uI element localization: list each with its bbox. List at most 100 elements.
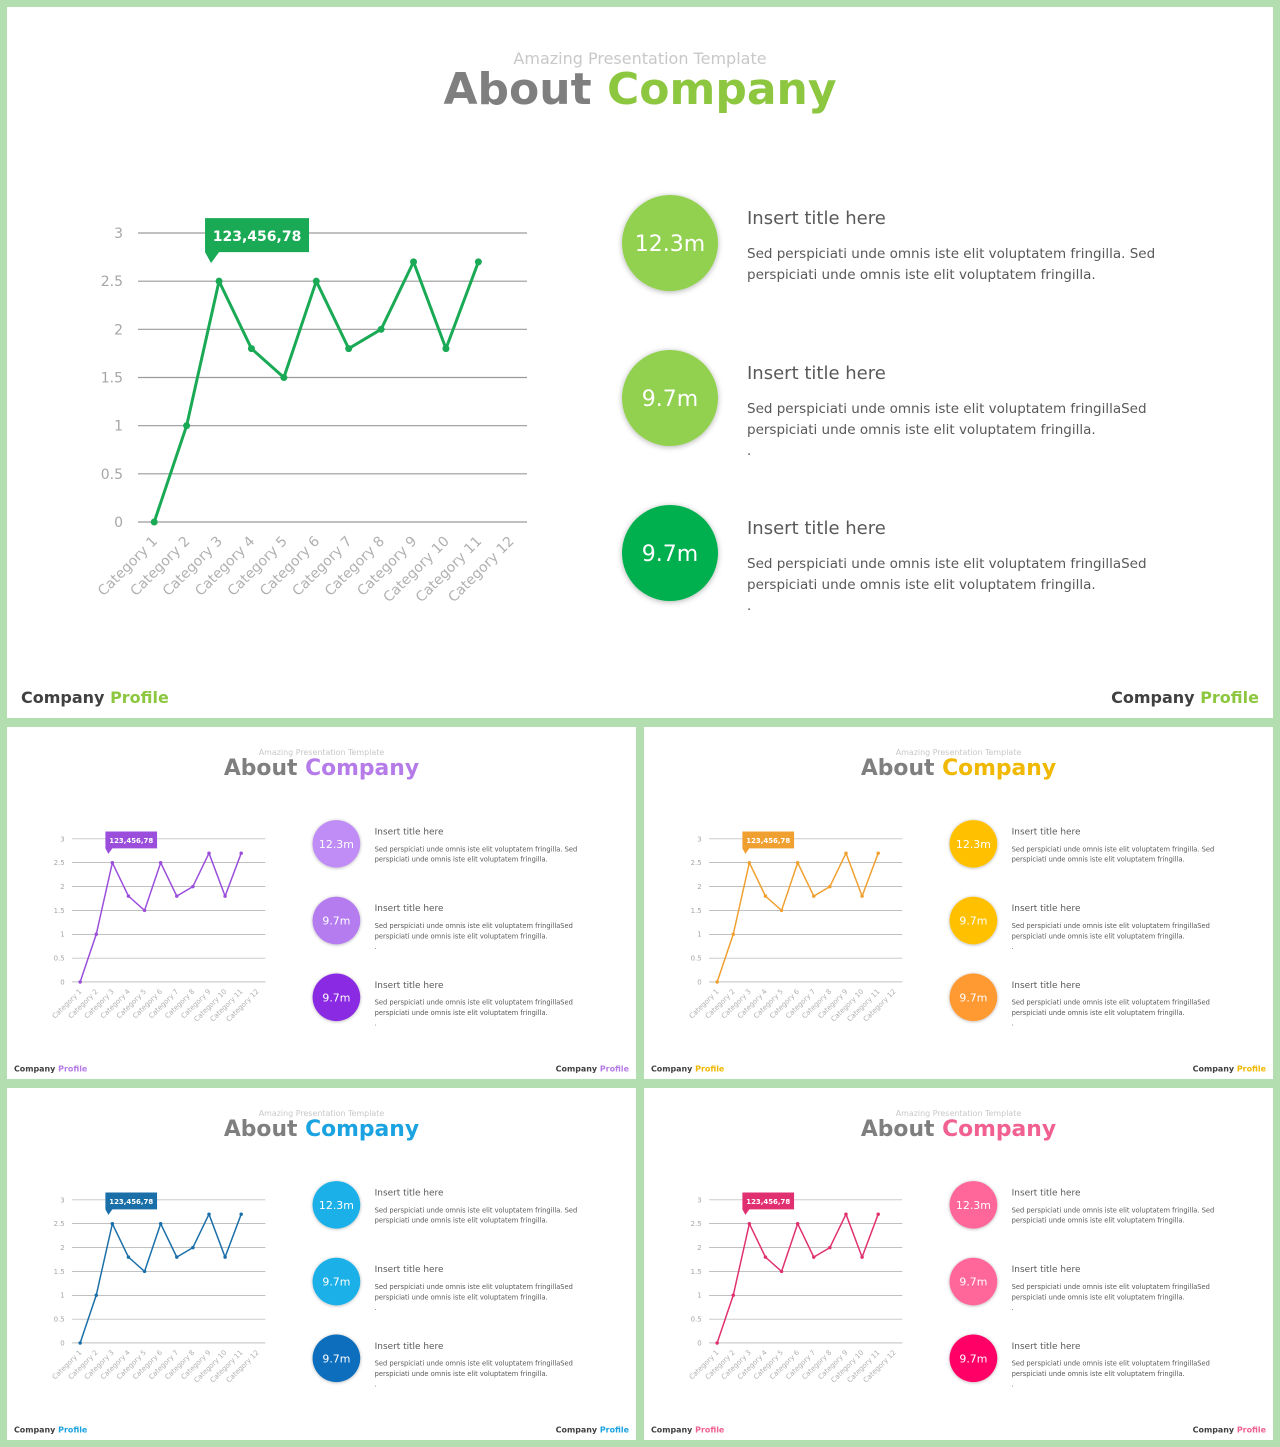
data-point xyxy=(828,884,832,889)
item-body: perspiciati unde omnis iste elit volupta… xyxy=(747,422,1096,438)
data-point xyxy=(175,894,179,898)
item-body: Sed perspiciati unde omnis iste elit vol… xyxy=(1012,1360,1210,1368)
item-body: . xyxy=(375,1020,377,1028)
item-body: . xyxy=(747,443,751,459)
title-word: About xyxy=(861,756,935,781)
data-point xyxy=(763,894,768,898)
title: About Company xyxy=(224,1117,419,1142)
footer-word: Company xyxy=(1193,1426,1235,1435)
stat-circle xyxy=(949,973,998,1022)
item-body: perspiciati unde omnis iste elit volupta… xyxy=(375,856,548,864)
data-point xyxy=(442,345,450,353)
y-tick-label: 1.5 xyxy=(691,907,702,915)
y-tick-label: 1.5 xyxy=(691,1268,702,1276)
stat-circle xyxy=(949,1257,998,1306)
data-point xyxy=(126,1255,131,1259)
footer-word: Company xyxy=(21,688,105,707)
stat-value: 12.3m xyxy=(956,1199,991,1212)
y-tick-label: 2.5 xyxy=(54,1220,65,1228)
callout-label: 123,456,78 xyxy=(746,1198,790,1206)
footer-accent: Profile xyxy=(695,1426,724,1435)
y-tick-label: 2 xyxy=(114,322,123,338)
stat-circle xyxy=(949,1181,998,1229)
item-body: perspiciati unde omnis iste elit volupta… xyxy=(747,267,1096,283)
title-word: About xyxy=(443,64,591,115)
item-body: . xyxy=(1012,1381,1014,1389)
data-point xyxy=(844,1212,848,1216)
callout xyxy=(205,218,310,264)
data-point xyxy=(410,258,418,266)
data-point xyxy=(110,861,115,865)
y-tick-label: 3 xyxy=(60,1196,64,1204)
data-line xyxy=(79,1213,242,1344)
footer-accent: Profile xyxy=(58,1426,87,1435)
y-tick-label: 1.5 xyxy=(54,907,65,915)
data-point xyxy=(795,861,800,865)
stat-circle xyxy=(312,973,361,1022)
data-point xyxy=(844,851,848,855)
stat-value: 9.7m xyxy=(322,915,350,928)
y-tick-label: 3 xyxy=(114,226,123,242)
y-tick-label: 2 xyxy=(697,1244,701,1252)
stat-circle xyxy=(622,505,718,601)
data-point xyxy=(158,1222,163,1226)
y-tick-label: 0 xyxy=(60,1339,64,1347)
data-point xyxy=(110,1222,115,1226)
item-body: perspiciati unde omnis iste elit volupta… xyxy=(1012,1217,1185,1225)
item-title: Insert title here xyxy=(1012,981,1081,991)
footer-word: Company xyxy=(651,1065,693,1074)
data-point xyxy=(715,1341,719,1345)
data-point xyxy=(731,932,735,937)
item-title: Insert title here xyxy=(747,208,886,229)
item-title: Insert title here xyxy=(375,904,444,914)
item-body: perspiciati unde omnis iste elit volupta… xyxy=(375,1009,548,1017)
footer: Company Profile xyxy=(651,1065,724,1074)
data-point xyxy=(78,980,82,984)
y-tick-label: 1 xyxy=(697,1292,701,1300)
stat-value: 9.7m xyxy=(642,387,698,412)
title-accent: Company xyxy=(607,64,837,115)
callout-label: 123,456,78 xyxy=(109,1198,153,1206)
data-point xyxy=(239,851,243,855)
data-point xyxy=(175,1255,179,1259)
y-tick-label: 2.5 xyxy=(691,1220,702,1228)
title-accent: Company xyxy=(942,1117,1056,1142)
data-line xyxy=(79,852,242,983)
y-tick-label: 0 xyxy=(60,978,64,986)
stat-value: 9.7m xyxy=(959,915,987,928)
data-point xyxy=(312,277,320,285)
title-accent: Company xyxy=(942,756,1056,781)
data-point xyxy=(812,1255,816,1259)
item-body: Sed perspiciati unde omnis iste elit vol… xyxy=(747,556,1147,572)
stat-circle xyxy=(949,896,998,945)
item-body: perspiciati unde omnis iste elit volupta… xyxy=(375,1370,548,1378)
footer-word: Company xyxy=(14,1426,56,1435)
item-body: . xyxy=(375,1381,377,1389)
title-word: About xyxy=(224,1117,298,1142)
item-body: perspiciati unde omnis iste elit volupta… xyxy=(1012,1293,1185,1301)
data-point xyxy=(876,1212,880,1216)
y-tick-label: 3 xyxy=(697,835,701,843)
stat-value: 9.7m xyxy=(959,1276,987,1289)
footer-accent: Profile xyxy=(600,1065,629,1074)
item-body: Sed perspiciati unde omnis iste elit vol… xyxy=(1012,1206,1215,1214)
callout xyxy=(742,831,795,854)
item-body: Sed perspiciati unde omnis iste elit vol… xyxy=(375,922,573,930)
footer-accent: Profile xyxy=(1237,1065,1266,1074)
subtitle: Amazing Presentation Template xyxy=(513,49,766,68)
stat-circle xyxy=(312,1181,361,1229)
callout xyxy=(105,831,158,854)
stat-value: 9.7m xyxy=(642,542,698,567)
footer-accent: Profile xyxy=(110,688,169,707)
footer-word: Company xyxy=(556,1065,598,1074)
y-tick-label: 1 xyxy=(697,931,701,939)
item-body: perspiciati unde omnis iste elit volupta… xyxy=(1012,1370,1185,1378)
stat-value: 9.7m xyxy=(322,1352,350,1365)
item-title: Insert title here xyxy=(747,363,886,384)
slide: Amazing Presentation Template About Compa… xyxy=(644,727,1273,1079)
item-title: Insert title here xyxy=(375,827,444,837)
data-point xyxy=(779,908,784,913)
